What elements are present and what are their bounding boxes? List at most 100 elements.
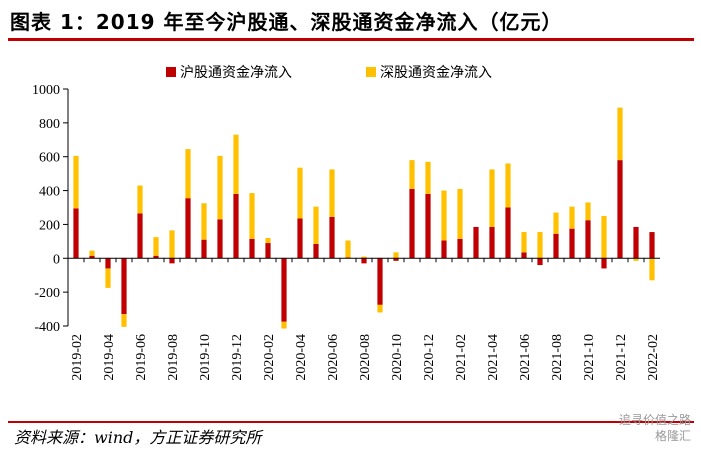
- x-tick-label: 2020-02: [262, 334, 277, 381]
- bar-shen-2019-03: [89, 250, 95, 256]
- legend-label-shen: 深股通资金净流入: [380, 65, 492, 81]
- bar-shen-2020-06: [329, 169, 335, 217]
- source-note: 资料来源：wind，方正证券研究所: [14, 428, 262, 447]
- bar-shen-2019-10: [201, 203, 207, 240]
- bar-hu-2021-05: [505, 207, 511, 259]
- bar-hu-2020-05: [313, 243, 319, 259]
- x-tick-label: 2019-02: [70, 334, 85, 381]
- bar-hu-2019-02: [73, 208, 79, 259]
- bar-shen-2020-05: [313, 206, 319, 244]
- bar-hu-2019-03: [89, 255, 95, 259]
- bar-hu-2020-01: [249, 238, 255, 259]
- y-tick-label: 200: [39, 218, 60, 233]
- bar-hu-2019-11: [217, 219, 223, 259]
- bar-hu-2019-07: [153, 255, 159, 259]
- bar-hu-2021-07: [537, 258, 543, 266]
- bar-hu-2019-09: [185, 198, 191, 259]
- bar-shen-2019-06: [137, 185, 143, 214]
- legend-label-hu: 沪股通资金净流入: [180, 65, 292, 81]
- chart-legend: 沪股通资金净流入 深股通资金净流入: [166, 65, 492, 81]
- x-axis: 2019-02 2019-04 2019-06 2019-08 2019-10 2019-…: [67, 257, 661, 381]
- bar-shen-2020-07: [345, 240, 351, 258]
- x-tick-label: 2021-06: [518, 334, 533, 381]
- bar-shen-2021-10: [585, 202, 591, 221]
- bars: [73, 107, 655, 329]
- bar-shen-2020-04: [297, 167, 303, 219]
- bar-shen-2019-05: [121, 314, 127, 327]
- bar-hu-2020-10: [393, 258, 399, 261]
- bar-shen-2020-10: [393, 252, 399, 259]
- bar-hu-2020-06: [329, 216, 335, 259]
- bar-hu-2021-08: [553, 233, 559, 259]
- page-title: 图表 1：2019 年至今沪股通、深股通资金净流入（亿元）: [10, 10, 563, 34]
- bar-shen-2021-01: [441, 190, 447, 241]
- y-axis: -400 -200 0 200 400 600 800 1000: [32, 83, 69, 335]
- bar-shen-2021-05: [505, 163, 511, 208]
- bar-hu-2020-02: [265, 243, 271, 259]
- bar-hu-2019-05: [121, 258, 127, 315]
- bar-shen-2021-12: [617, 107, 623, 161]
- y-tick-label: -400: [34, 320, 60, 335]
- bar-shen-2019-11: [217, 155, 223, 220]
- bar-hu-2021-10: [585, 220, 591, 259]
- y-tick-label: 400: [39, 185, 60, 200]
- bar-hu-2020-08: [361, 258, 367, 264]
- bar-shen-2019-02: [73, 155, 79, 209]
- bar-shen-2019-08: [169, 230, 175, 259]
- bar-hu-2019-12: [233, 193, 239, 259]
- y-tick-label: 1000: [32, 83, 60, 98]
- bar-shen-2020-01: [249, 193, 255, 239]
- bar-shen-2021-06: [521, 232, 527, 253]
- x-tick-label: 2020-12: [422, 334, 437, 381]
- bar-shen-2021-02: [457, 188, 463, 239]
- bar-hu-2020-11: [409, 188, 415, 259]
- bar-shen-2021-11: [601, 215, 607, 259]
- bar-shen-2019-12: [233, 134, 239, 194]
- bar-hu-2019-10: [201, 239, 207, 259]
- bar-hu-2020-04: [297, 218, 303, 259]
- y-tick-label: 800: [39, 117, 60, 132]
- bar-shen-2021-07: [537, 232, 543, 259]
- y-tick-label: 0: [53, 252, 60, 267]
- bar-hu-2022-01: [633, 226, 639, 259]
- bar-hu-2021-06: [521, 252, 527, 259]
- x-tick-label: 2020-08: [358, 334, 373, 381]
- x-tick-label: 2019-06: [134, 334, 149, 381]
- stacked-bar-chart: 沪股通资金净流入 深股通资金净流入 -400 -200 0 200 400 600 800 1…: [32, 65, 661, 381]
- x-tick-label: 2019-04: [102, 334, 117, 381]
- bar-shen-2020-02: [265, 237, 271, 244]
- bar-hu-2021-02: [457, 238, 463, 259]
- bar-hu-2022-02: [649, 232, 655, 259]
- bar-hu-2020-03: [281, 258, 287, 322]
- legend-swatch-hu: [166, 67, 176, 77]
- bar-hu-2021-12: [617, 160, 623, 259]
- bar-hu-2021-04: [489, 226, 495, 259]
- watermark: 追寻价值之路 格隆汇: [619, 412, 691, 444]
- bar-shen-2020-08: [361, 256, 367, 259]
- x-tick-label: 2020-10: [390, 334, 405, 381]
- y-tick-label: -200: [34, 286, 60, 301]
- bar-hu-2021-09: [569, 228, 575, 259]
- x-tick-label: 2019-10: [198, 334, 213, 381]
- x-tick-label: 2020-06: [326, 334, 341, 381]
- x-tick-label: 2021-02: [454, 334, 469, 381]
- bar-shen-2021-09: [569, 206, 575, 229]
- bar-hu-2021-11: [601, 258, 607, 269]
- x-tick-label: 2021-10: [582, 334, 597, 381]
- bar-hu-2019-04: [105, 258, 111, 269]
- x-tick-label: 2021-08: [550, 334, 565, 381]
- bar-shen-2019-09: [185, 149, 191, 199]
- x-tick-label: 2019-08: [166, 334, 181, 381]
- bar-hu-2021-01: [441, 240, 447, 259]
- bar-shen-2020-03: [281, 321, 287, 329]
- bar-shen-2022-01: [633, 258, 639, 261]
- watermark-line-1: 追寻价值之路: [618, 413, 691, 427]
- y-tick-label: 600: [39, 151, 60, 166]
- bar-shen-2020-12: [425, 161, 431, 194]
- bar-hu-2019-06: [137, 213, 143, 259]
- x-tick-label: 2022-02: [646, 334, 661, 381]
- bar-hu-2020-12: [425, 193, 431, 259]
- x-tick-label: 2020-04: [294, 334, 309, 381]
- x-tick-label: 2019-12: [230, 334, 245, 381]
- bar-shen-2021-08: [553, 212, 559, 234]
